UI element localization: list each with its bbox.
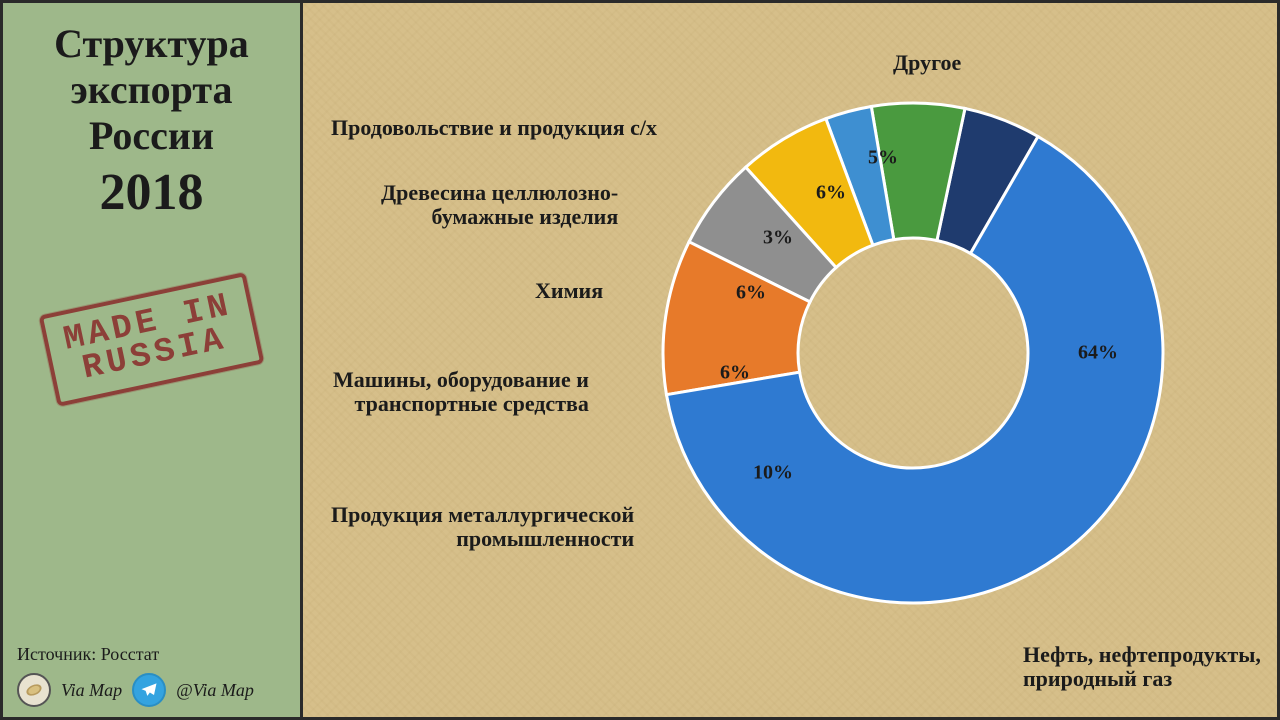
chart-panel: 5%6%3%6%6%10%64%ДругоеПродовольствие и п… — [303, 3, 1277, 717]
donut-chart: 5%6%3%6%6%10%64%ДругоеПродовольствие и п… — [303, 3, 1277, 717]
bullet-icon — [17, 673, 51, 707]
credit-1: Via Map — [61, 680, 122, 701]
infographic-root: Структура экспорта России 2018 MADE IN R… — [0, 0, 1280, 720]
title-line-2: экспорта — [17, 67, 286, 113]
credits-row: Via Map @Via Map — [17, 673, 286, 707]
credit-2: @Via Map — [176, 680, 254, 701]
title-line-3: России — [17, 113, 286, 159]
sidebar-panel: Структура экспорта России 2018 MADE IN R… — [3, 3, 303, 717]
title-block: Структура экспорта России 2018 — [17, 21, 286, 223]
made-in-russia-stamp: MADE IN RUSSIA — [39, 272, 264, 406]
title-year: 2018 — [17, 163, 286, 223]
source-label: Источник: Росстат — [17, 644, 286, 665]
title-line-1: Структура — [17, 21, 286, 67]
donut-svg — [303, 3, 1280, 717]
telegram-icon — [132, 673, 166, 707]
sidebar-footer: Источник: Росстат Via Map @Via Map — [3, 644, 300, 707]
